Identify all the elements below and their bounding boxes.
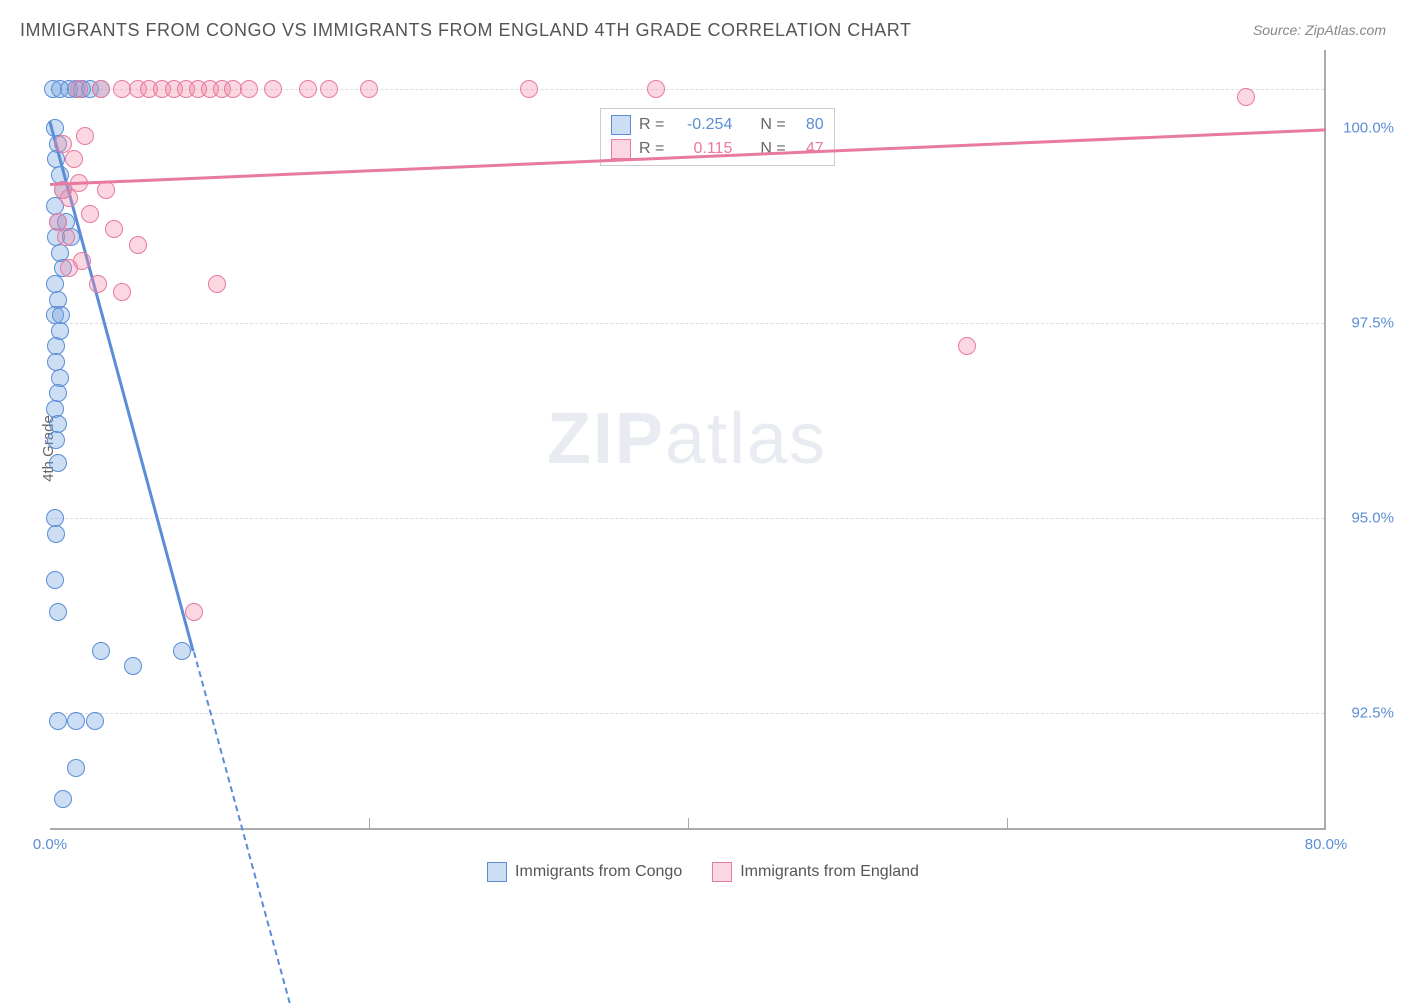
stats-n-label: N = [760,140,785,158]
data-point-england [60,189,78,207]
legend: Immigrants from Congo Immigrants from En… [0,862,1406,882]
data-point-england [129,236,147,254]
data-point-congo [49,712,67,730]
y-tick-label: 97.5% [1334,315,1394,332]
data-point-congo [173,642,191,660]
data-point-england [97,181,115,199]
data-point-england [958,337,976,355]
data-point-congo [47,431,65,449]
swatch-icon [487,862,507,882]
data-point-england [320,80,338,98]
x-tick-mark [1007,818,1008,830]
data-point-england [1237,88,1255,106]
data-point-congo [49,454,67,472]
data-point-england [54,135,72,153]
data-point-england [70,80,88,98]
x-tick-label: 0.0% [33,836,67,853]
gridline-h [50,713,1324,714]
data-point-england [89,275,107,293]
y-tick-label: 100.0% [1334,120,1394,137]
legend-label: Immigrants from Congo [515,863,682,881]
data-point-congo [49,603,67,621]
plot-area: ZIPatlas R =-0.254N =80R =0.115N =47 92.… [50,50,1326,830]
data-point-england [81,205,99,223]
data-point-congo [86,712,104,730]
watermark-light: atlas [665,399,827,479]
stats-r-value: -0.254 [672,116,732,134]
data-point-england [647,80,665,98]
data-point-congo [46,571,64,589]
swatch-icon [611,115,631,135]
data-point-england [65,150,83,168]
data-point-england [57,228,75,246]
y-tick-label: 95.0% [1334,510,1394,527]
data-point-england [76,127,94,145]
data-point-congo [54,790,72,808]
watermark-bold: ZIP [547,399,665,479]
stats-n-value: 47 [794,140,824,158]
x-tick-label: 80.0% [1305,836,1348,853]
gridline-h [50,323,1324,324]
stats-r-label: R = [639,140,664,158]
data-point-england [240,80,258,98]
legend-item-congo: Immigrants from Congo [487,862,682,882]
trend-line-dash-congo [193,651,291,1003]
data-point-england [105,220,123,238]
data-point-congo [67,759,85,777]
data-point-congo [124,657,142,675]
stats-n-value: 80 [794,116,824,134]
swatch-icon [611,139,631,159]
data-point-england [113,283,131,301]
data-point-england [92,80,110,98]
data-point-congo [47,525,65,543]
data-point-congo [52,306,70,324]
data-point-england [73,252,91,270]
source-attribution: Source: ZipAtlas.com [1253,22,1386,38]
watermark: ZIPatlas [547,398,827,480]
data-point-england [264,80,282,98]
data-point-england [208,275,226,293]
data-point-england [360,80,378,98]
x-tick-mark [369,818,370,830]
data-point-england [185,603,203,621]
swatch-icon [712,862,732,882]
data-point-england [520,80,538,98]
y-tick-label: 92.5% [1334,705,1394,722]
data-point-congo [92,642,110,660]
stats-row-congo: R = -0.254 N = 80 [611,113,824,137]
chart-title: IMMIGRANTS FROM CONGO VS IMMIGRANTS FROM… [20,20,911,41]
stats-r-label: R = [639,116,664,134]
stats-n-label: N = [760,116,785,134]
legend-item-england: Immigrants from England [712,862,919,882]
data-point-congo [67,712,85,730]
x-tick-mark [688,818,689,830]
data-point-england [299,80,317,98]
gridline-h [50,518,1324,519]
legend-label: Immigrants from England [740,863,919,881]
